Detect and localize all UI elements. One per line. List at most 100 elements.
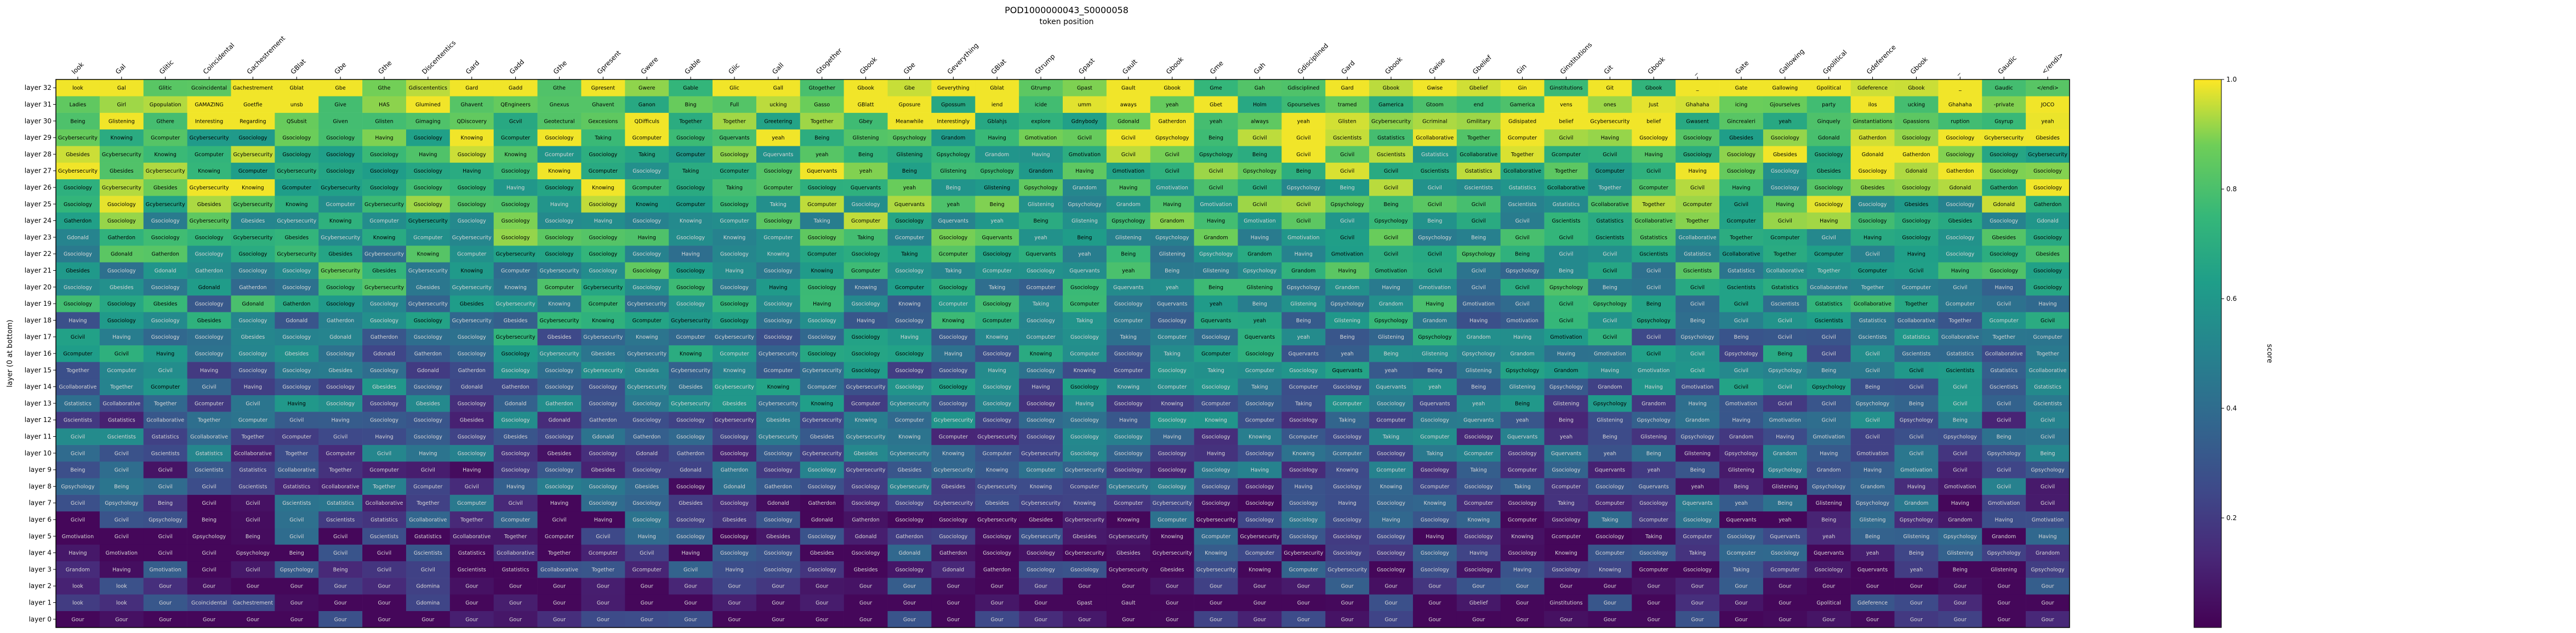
heatmap-cell: [318, 428, 363, 445]
heatmap-cell: [713, 295, 757, 312]
heatmap-cell: [975, 328, 1019, 346]
heatmap-cell: [887, 328, 932, 346]
heatmap-cell-label: Gsociology: [370, 318, 398, 324]
heatmap-cell: [493, 295, 538, 312]
heatmap-cell-label: Gcivil: [1515, 235, 1530, 241]
heatmap-cell: [2026, 345, 2070, 362]
heatmap-cell-label: Knowing: [636, 202, 658, 208]
heatmap-cell-label: Having: [1207, 218, 1225, 224]
heatmap-cell-label: Gsociology: [1639, 550, 1668, 556]
heatmap-cell-label: QDiscovery: [457, 118, 487, 124]
heatmap-cell-label: Gour: [378, 617, 390, 623]
heatmap-cell-label: Gcivil: [1953, 284, 1967, 290]
heatmap-cell-label: Having: [2038, 301, 2056, 307]
heatmap-cell: [362, 528, 407, 545]
heatmap-cell-label: Being: [1209, 135, 1223, 141]
heatmap-cell-label: Being: [1865, 384, 1880, 390]
heatmap-cell: [975, 578, 1019, 595]
heatmap-cell-label: Gour: [2042, 584, 2054, 590]
heatmap-cell: [625, 278, 669, 296]
heatmap-cell-label: Gcivil: [1252, 202, 1267, 208]
heatmap-cell-label: Having: [1426, 534, 1444, 540]
heatmap-cell: [756, 528, 801, 545]
heatmap-cell-label: Gsociology: [1902, 135, 1931, 141]
heatmap-cell-label: Gpsychology: [1374, 318, 1408, 324]
heatmap-cell: [669, 544, 713, 562]
heatmap-cell: [537, 262, 582, 279]
heatmap-cell-label: Gour: [1648, 600, 1660, 606]
heatmap-cell-label: Gcybersecurity: [846, 434, 886, 440]
y-tick-label: layer 11: [25, 433, 52, 441]
heatmap-cell: [1369, 594, 1414, 611]
heatmap-cell: [1106, 312, 1151, 329]
heatmap-cell-label: Gcybersecurity: [58, 168, 98, 174]
heatmap-cell-label: Glistening: [1422, 351, 1448, 357]
heatmap-cell: [1894, 395, 1939, 412]
heatmap-cell-label: Gsociology: [632, 467, 661, 474]
heatmap-cell-label: Gour: [859, 584, 872, 590]
heatmap-cell: [275, 578, 319, 595]
heatmap-cell-label: Gcollaborative: [1416, 135, 1454, 141]
heatmap-cell: [931, 578, 976, 595]
heatmap-cell-label: Knowing: [1118, 384, 1140, 390]
heatmap-cell-label: Knowing: [1030, 484, 1052, 490]
heatmap-cell-label: icide: [1035, 102, 1047, 108]
heatmap-cell-label: Gpsychology: [1549, 384, 1583, 390]
heatmap-cell: [56, 611, 100, 628]
heatmap-cell-label: Gallowing: [1772, 85, 1798, 92]
heatmap-cell-label: Gcollaborative: [1503, 168, 1541, 174]
heatmap-cell: [187, 511, 231, 528]
heatmap-cell: [756, 544, 801, 562]
heatmap-cell-label: Grandom: [1423, 318, 1447, 324]
heatmap-cell-label: Gcybersecurity: [1371, 118, 1411, 124]
heatmap-cell-label: aways: [1120, 102, 1137, 108]
heatmap-cell-label: Gsociology: [501, 351, 530, 357]
heatmap-cell: [1500, 528, 1545, 545]
heatmap-cell-label: Gcomputer: [851, 218, 880, 224]
heatmap-cell: [669, 362, 713, 379]
heatmap-cell-label: Gscientists: [1902, 351, 1930, 357]
heatmap-cell-label: Gsociology: [282, 284, 311, 290]
heatmap-cell-label: Gmotivation: [1813, 434, 1845, 440]
heatmap-cell-label: Being: [1953, 567, 1968, 573]
heatmap-cell-label: Gsociology: [195, 235, 224, 241]
heatmap-cell-label: Gcomputer: [1158, 384, 1187, 390]
heatmap-cell: [1982, 295, 2026, 312]
heatmap-cell-label: Knowing: [1205, 418, 1227, 424]
y-tick-label: layer 5: [29, 532, 52, 540]
heatmap-cell-label: Having: [1031, 384, 1050, 390]
heatmap-cell-label: Gour: [1560, 617, 1572, 623]
heatmap-cell-label: Gsociology: [1421, 517, 1449, 523]
heatmap-cell: [1632, 494, 1676, 512]
heatmap-cell: [275, 395, 319, 412]
heatmap-cell-label: Gcvil: [509, 118, 522, 124]
heatmap-cell-label: Gcybersecurity: [190, 135, 229, 141]
heatmap-cell-label: Gsociology: [1333, 534, 1361, 540]
heatmap-cell: [800, 262, 844, 279]
heatmap-cell-label: Gsociology: [370, 401, 398, 407]
heatmap-cell-label: Gsociology: [896, 384, 924, 390]
heatmap-cell-label: yeah: [1560, 434, 1572, 440]
heatmap-cell: [1632, 444, 1676, 462]
heatmap-cell-label: Gpsychology: [1944, 534, 1977, 540]
heatmap-cell-label: Gsociology: [720, 152, 749, 158]
heatmap-cell-label: Gsociology: [64, 301, 92, 307]
heatmap-cell: [1063, 478, 1107, 495]
heatmap-cell: [1063, 412, 1107, 429]
heatmap-cell-label: Having: [681, 252, 699, 258]
heatmap-cell-label: Gcybersecurity: [1153, 500, 1192, 506]
heatmap-cell-label: Gcybersecurity: [1021, 534, 1061, 540]
heatmap-cell-label: Gcybersecurity: [496, 334, 535, 340]
heatmap-cell: [2026, 461, 2070, 478]
x-tick-label: GBlat: [289, 58, 307, 76]
heatmap-cell-label: Gbesides: [722, 401, 746, 407]
y-tick-label: layer 27: [25, 167, 52, 175]
heatmap-cell: [1588, 578, 1632, 595]
heatmap-cell: [1150, 428, 1194, 445]
heatmap-cell-label: Gsociology: [720, 284, 749, 290]
heatmap-cell-label: Gcivil: [1209, 185, 1223, 191]
heatmap-cell: [1806, 594, 1851, 611]
heatmap-cell-label: Gcomputer: [632, 318, 662, 324]
heatmap-cell-label: Gbey: [859, 118, 873, 124]
heatmap-cell: [56, 561, 100, 578]
